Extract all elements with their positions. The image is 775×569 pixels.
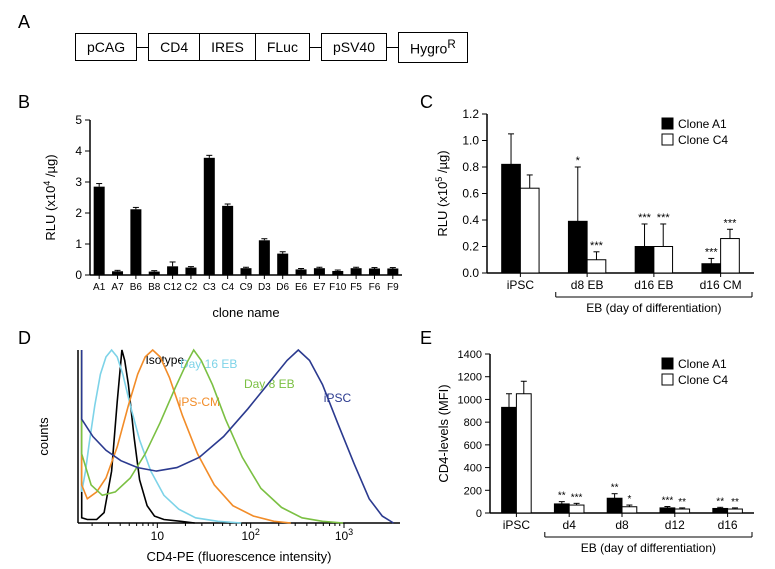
- svg-text:F9: F9: [387, 282, 399, 293]
- svg-text:C12: C12: [163, 282, 182, 293]
- construct-connector: [137, 47, 148, 49]
- svg-text:**: **: [558, 491, 566, 502]
- construct-connector: [387, 47, 398, 49]
- construct-diagram: pCAG CD4IRESFLuc pSV40 HygroR: [75, 32, 468, 63]
- svg-text:F6: F6: [369, 282, 381, 293]
- svg-text:**: **: [716, 496, 724, 507]
- svg-text:EB (day of differentiation): EB (day of differentiation): [581, 541, 716, 555]
- svg-text:1200: 1200: [458, 372, 482, 384]
- svg-text:0.8: 0.8: [462, 160, 479, 174]
- chart-C: 0.0 0.2 0.4 0.6 0.8 1.0 1.2 RLU (x105 /µg) iPSC *…: [432, 100, 762, 325]
- svg-text:C2: C2: [185, 282, 198, 293]
- svg-text:D3: D3: [258, 282, 271, 293]
- svg-text:Day 8 EB: Day 8 EB: [244, 377, 295, 391]
- svg-text:d4: d4: [563, 518, 577, 532]
- panel-label-A: A: [18, 12, 30, 33]
- svg-text:200: 200: [464, 485, 482, 497]
- svg-text:***: ***: [638, 212, 652, 224]
- svg-text:counts: counts: [36, 417, 51, 456]
- svg-text:***: ***: [571, 492, 583, 503]
- chart-B: 0 1 2 3 4 5 RLU (x104 /µg) A1 A7 B6 B8C12C2 C3 C4 C9 D…: [40, 108, 410, 323]
- svg-text:EB (day of differentiation): EB (day of differentiation): [586, 301, 721, 315]
- svg-text:d16 CM: d16 CM: [700, 278, 742, 292]
- svg-text:0.2: 0.2: [462, 240, 479, 254]
- svg-text:400: 400: [464, 463, 482, 475]
- svg-text:Clone A1: Clone A1: [678, 117, 727, 131]
- svg-text:Clone C4: Clone C4: [678, 373, 728, 387]
- svg-text:B6: B6: [130, 282, 143, 293]
- svg-text:0.6: 0.6: [462, 187, 479, 201]
- svg-text:0.4: 0.4: [462, 213, 479, 227]
- svg-text:C4: C4: [221, 282, 234, 293]
- svg-text:1.2: 1.2: [462, 107, 479, 121]
- svg-text:0.0: 0.0: [462, 266, 479, 280]
- svg-text:iPSC: iPSC: [324, 391, 352, 405]
- svg-text:1.0: 1.0: [462, 134, 479, 148]
- svg-text:*: *: [576, 155, 581, 167]
- panel-label-E: E: [420, 328, 432, 349]
- svg-text:Isotype: Isotype: [145, 353, 184, 367]
- svg-text:E6: E6: [295, 282, 308, 293]
- svg-text:F5: F5: [350, 282, 362, 293]
- svg-text:**: **: [731, 497, 739, 508]
- svg-text:*: *: [627, 494, 631, 505]
- svg-text:600: 600: [464, 440, 482, 452]
- svg-text:3: 3: [75, 175, 82, 189]
- svg-text:B8: B8: [148, 282, 161, 293]
- svg-text:d16 EB: d16 EB: [634, 278, 673, 292]
- construct-box: CD4: [148, 33, 200, 61]
- svg-text:800: 800: [464, 417, 482, 429]
- svg-text:***: ***: [705, 246, 719, 258]
- svg-text:Clone C4: Clone C4: [678, 133, 728, 147]
- svg-text:C9: C9: [240, 282, 253, 293]
- svg-text:C3: C3: [203, 282, 216, 293]
- svg-text:1000: 1000: [458, 394, 482, 406]
- svg-text:clone name: clone name: [212, 305, 279, 320]
- svg-text:E7: E7: [313, 282, 326, 293]
- svg-text:A7: A7: [111, 282, 124, 293]
- construct-box: pSV40: [321, 33, 387, 61]
- svg-text:***: ***: [590, 240, 604, 252]
- svg-text:d12: d12: [665, 518, 685, 532]
- chart-E: 0 200 400 600 800 1000 1200 1400 CD4-levels (MFI…: [432, 340, 762, 565]
- svg-text:d16: d16: [718, 518, 738, 532]
- svg-text:D6: D6: [276, 282, 289, 293]
- svg-text:**: **: [611, 483, 619, 494]
- svg-text:10: 10: [151, 529, 165, 543]
- svg-text:iPS-CM: iPS-CM: [179, 395, 220, 409]
- svg-text:102: 102: [241, 527, 259, 543]
- svg-text:RLU (x105 /µg): RLU (x105 /µg): [434, 150, 450, 236]
- svg-text:***: ***: [662, 496, 674, 507]
- svg-text:***: ***: [724, 217, 738, 229]
- construct-box: HygroR: [398, 32, 468, 63]
- svg-text:0: 0: [476, 508, 482, 520]
- svg-text:iPSC: iPSC: [503, 518, 531, 532]
- svg-text:A1: A1: [93, 282, 106, 293]
- svg-text:1400: 1400: [458, 349, 482, 361]
- svg-text:0: 0: [75, 268, 82, 282]
- construct-box: IRES: [200, 33, 256, 61]
- chart-D: counts 10 102 103CD4-PE (fluorescence inten…: [30, 340, 410, 565]
- svg-text:**: **: [678, 497, 686, 508]
- svg-text:5: 5: [75, 113, 82, 127]
- svg-text:CD4-levels (MFI): CD4-levels (MFI): [436, 384, 451, 482]
- svg-text:d8 EB: d8 EB: [571, 278, 604, 292]
- svg-text:iPSC: iPSC: [507, 278, 535, 292]
- panel-label-B: B: [18, 92, 30, 113]
- svg-text:d8: d8: [615, 518, 629, 532]
- svg-text:***: ***: [657, 212, 671, 224]
- construct-connector: [310, 47, 321, 49]
- construct-box: pCAG: [75, 33, 137, 61]
- svg-text:CD4-PE (fluorescence intensity: CD4-PE (fluorescence intensity): [147, 549, 332, 564]
- svg-text:RLU (x104 /µg): RLU (x104 /µg): [42, 154, 58, 240]
- svg-text:F10: F10: [329, 282, 347, 293]
- svg-text:2: 2: [75, 206, 82, 220]
- svg-text:103: 103: [335, 527, 353, 543]
- construct-box: FLuc: [256, 33, 310, 61]
- svg-text:4: 4: [75, 144, 82, 158]
- svg-text:1: 1: [75, 237, 82, 251]
- svg-text:Clone A1: Clone A1: [678, 357, 727, 371]
